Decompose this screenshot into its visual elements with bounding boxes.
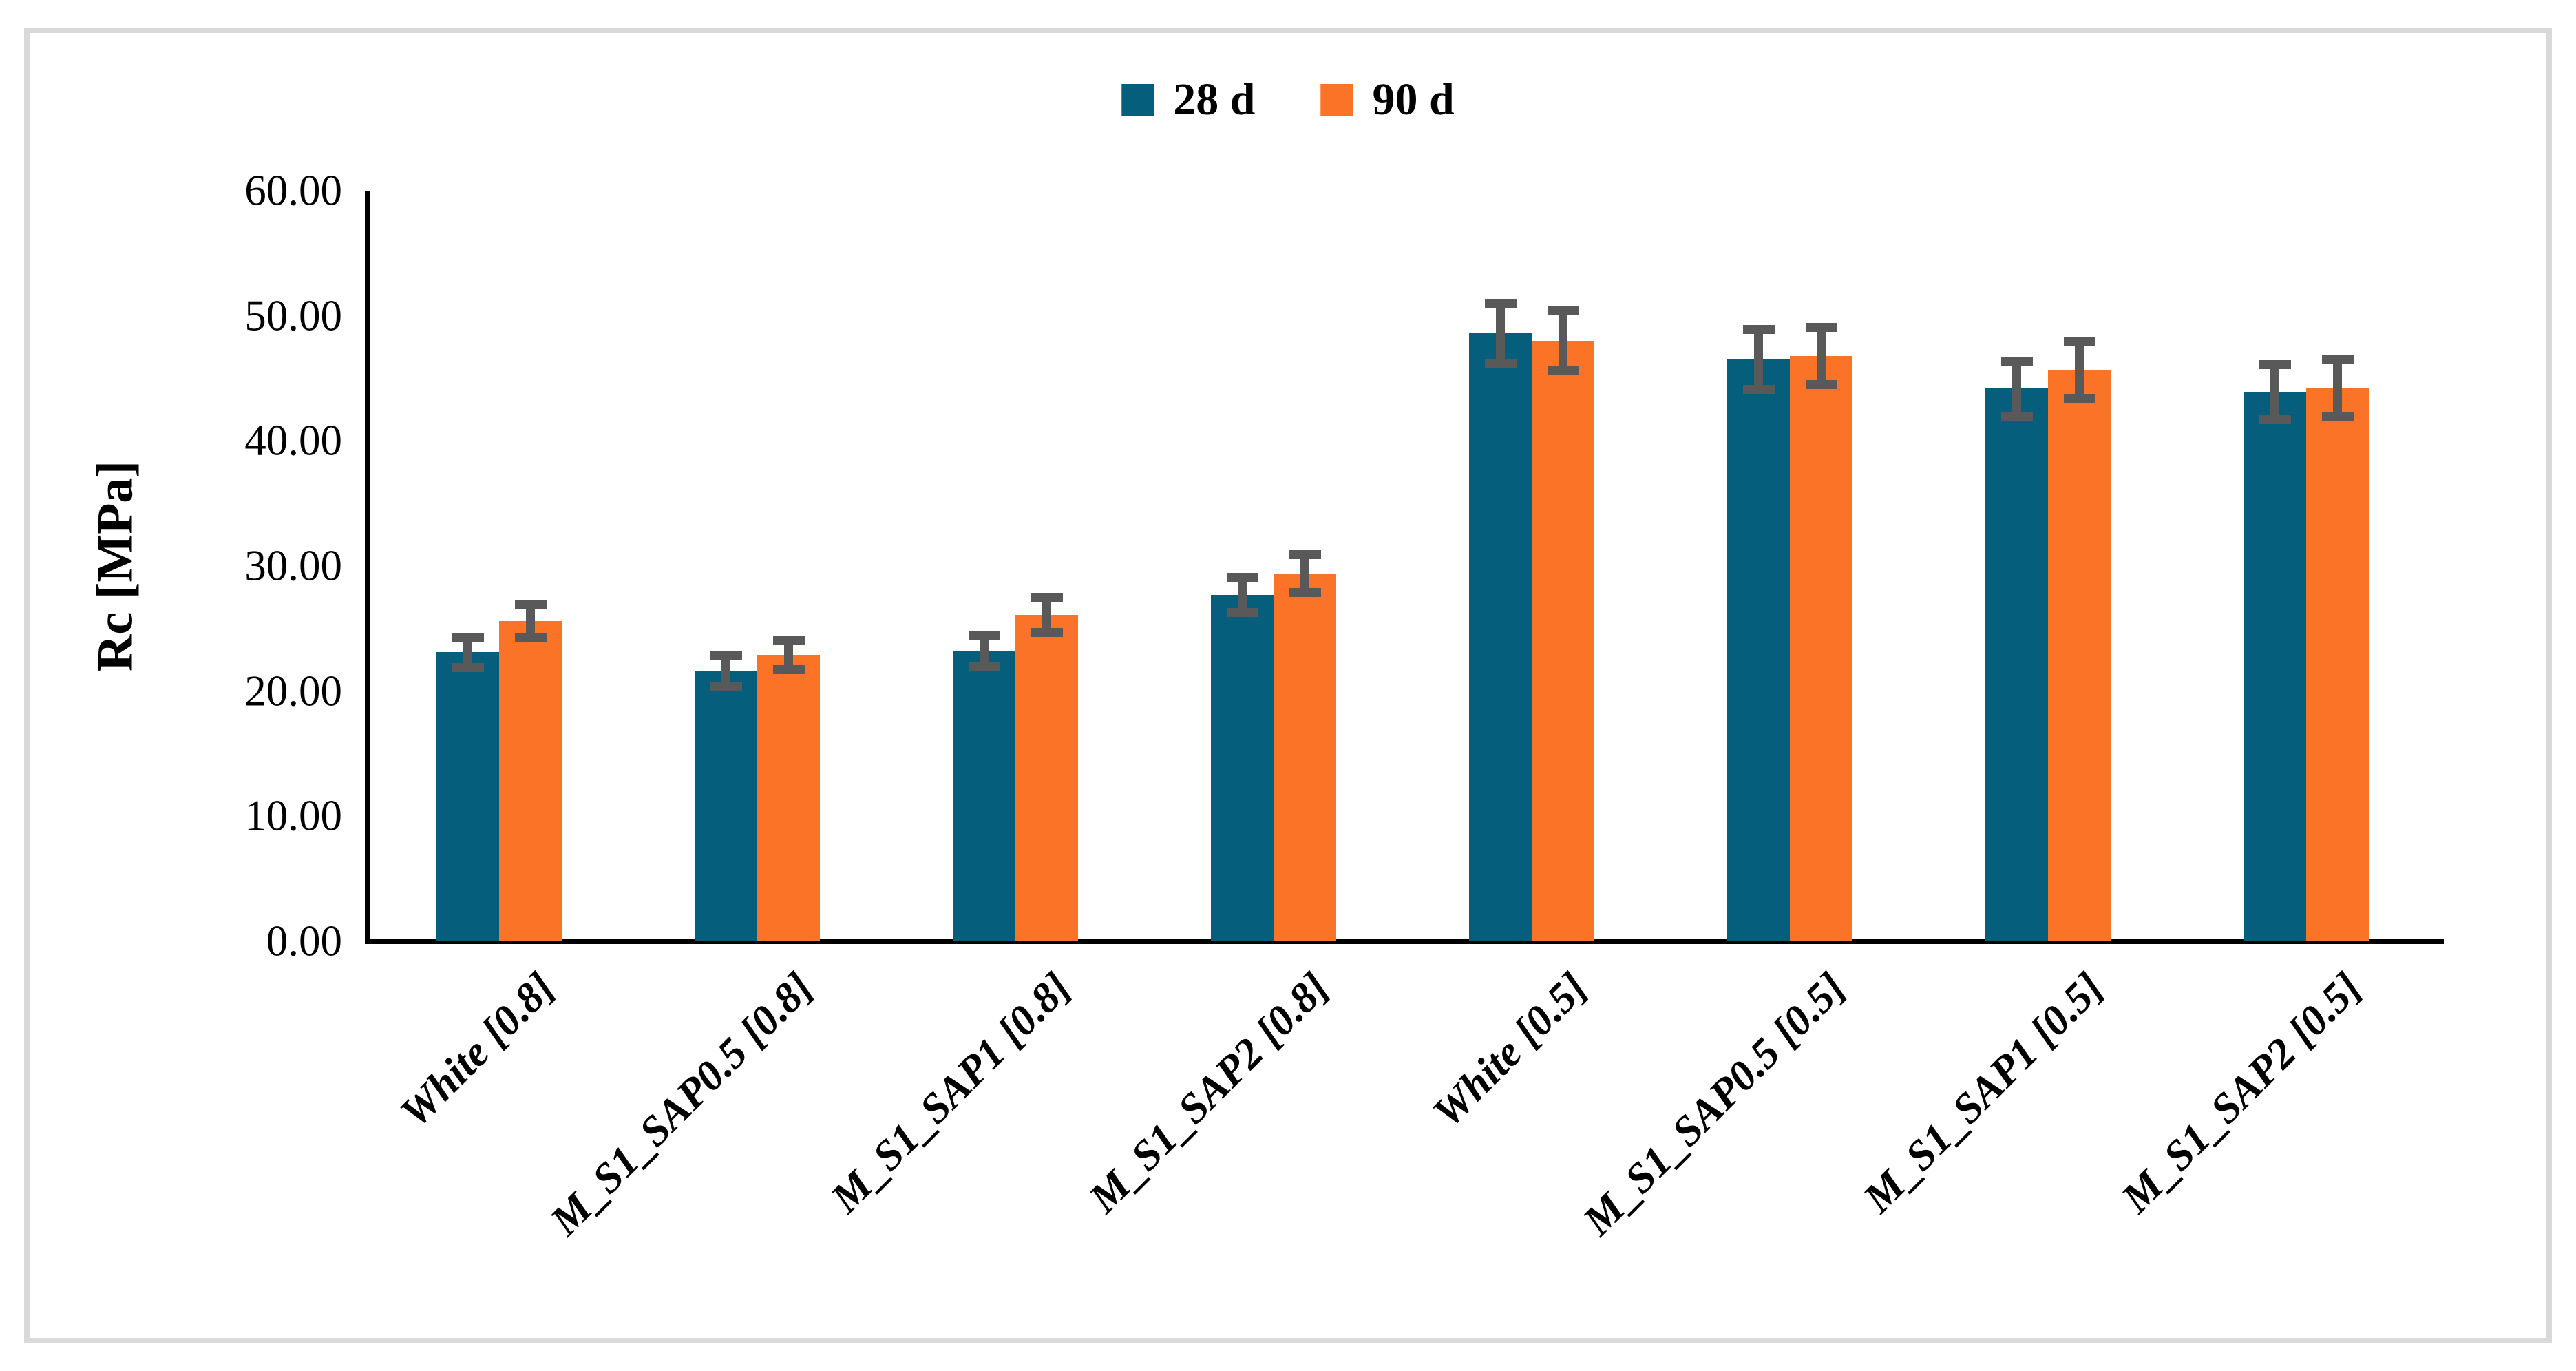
y-tick-label: 40.00	[244, 416, 342, 465]
error-bar-cap-bottom	[1742, 385, 1775, 395]
error-bar-cap-top	[1742, 325, 1775, 335]
error-bar-stem	[784, 640, 793, 670]
bar-28d-cat2	[953, 651, 1015, 941]
legend-item-90d: 90 d	[1320, 74, 1455, 125]
figure-border	[24, 28, 2552, 1343]
bar-90d-cat6	[2048, 369, 2111, 941]
error-bar-stem	[1042, 597, 1051, 633]
error-bar-cap-bottom	[1226, 607, 1258, 617]
error-bar-stem	[1300, 554, 1309, 593]
error-bar-cap-top	[2321, 355, 2354, 364]
error-bar-stem	[463, 637, 472, 668]
error-bar-cap-top	[2063, 336, 2095, 346]
error-bar-stem	[2270, 364, 2279, 420]
bar-90d-cat5	[1790, 355, 1852, 941]
y-tick-label: 20.00	[244, 667, 342, 715]
error-bar-cap-top	[772, 635, 805, 645]
x-axis-line	[365, 939, 2444, 944]
error-bar-cap-top	[2259, 360, 2291, 370]
y-tick-label: 0.00	[266, 917, 342, 965]
bar-90d-cat3	[1274, 573, 1336, 941]
error-bar-cap-bottom	[2259, 415, 2291, 424]
bar-28d-cat6	[1985, 388, 2048, 941]
error-bar-stem	[721, 656, 730, 687]
error-bar-cap-bottom	[710, 681, 742, 691]
error-bar-cap-top	[2000, 356, 2033, 366]
error-bar-cap-top	[968, 631, 1000, 641]
error-bar-cap-bottom	[1031, 627, 1063, 637]
error-bar-cap-bottom	[1289, 587, 1321, 597]
y-tick-label: 50.00	[244, 291, 342, 340]
error-bar-stem	[526, 605, 535, 638]
error-bar-cap-bottom	[2063, 394, 2095, 404]
legend-item-28d: 28 d	[1121, 74, 1256, 125]
bar-90d-cat2	[1015, 614, 1078, 941]
error-bar-cap-top	[1289, 550, 1321, 560]
error-bar-cap-bottom	[968, 661, 1000, 671]
y-axis-line	[365, 191, 370, 944]
bar-90d-cat1	[757, 654, 820, 941]
error-bar-cap-top	[1031, 592, 1063, 602]
error-bar-stem	[980, 636, 989, 667]
error-bar-cap-bottom	[452, 662, 484, 672]
error-bar-cap-bottom	[2321, 412, 2354, 422]
bar-28d-cat0	[436, 652, 499, 941]
error-bar-stem	[1238, 577, 1247, 613]
error-bar-stem	[2333, 359, 2342, 417]
error-bar-cap-top	[1484, 299, 1517, 308]
legend-label-90d: 90 d	[1372, 74, 1455, 125]
y-tick-label: 30.00	[244, 541, 342, 590]
error-bar-stem	[1559, 311, 1567, 371]
bar-90d-cat4	[1532, 341, 1594, 941]
error-bar-cap-bottom	[1805, 380, 1837, 390]
error-bar-cap-top	[1805, 322, 1837, 332]
bar-28d-cat4	[1469, 333, 1532, 941]
error-bar-cap-bottom	[2000, 411, 2033, 421]
error-bar-cap-top	[1226, 572, 1258, 582]
error-bar-cap-top	[452, 633, 484, 642]
legend-label-28d: 28 d	[1173, 74, 1256, 125]
error-bar-cap-bottom	[1484, 359, 1517, 368]
legend: 28 d 90 d	[1121, 74, 1455, 125]
error-bar-cap-top	[710, 651, 742, 661]
error-bar-cap-bottom	[514, 633, 547, 642]
y-axis-title: Rc [MPa]	[87, 460, 144, 672]
bar-28d-cat7	[2244, 392, 2306, 941]
legend-swatch-90d-icon	[1320, 83, 1353, 116]
error-bar-cap-bottom	[1547, 366, 1579, 376]
error-bar-stem	[1496, 303, 1505, 364]
y-tick-label: 60.00	[244, 166, 342, 215]
error-bar-cap-top	[1547, 306, 1579, 315]
bar-28d-cat1	[695, 671, 757, 941]
legend-swatch-28d-icon	[1121, 83, 1154, 116]
error-bar-stem	[2075, 341, 2084, 399]
bar-90d-cat7	[2306, 388, 2369, 941]
error-bar-stem	[1754, 329, 1763, 390]
bar-28d-cat3	[1211, 594, 1274, 941]
bar-28d-cat5	[1727, 359, 1790, 941]
error-bar-cap-top	[514, 600, 547, 609]
error-bar-stem	[2012, 361, 2021, 416]
error-bar-cap-bottom	[772, 665, 805, 675]
error-bar-stem	[1817, 327, 1826, 385]
y-tick-label: 10.00	[244, 791, 342, 840]
bar-90d-cat0	[499, 620, 562, 941]
